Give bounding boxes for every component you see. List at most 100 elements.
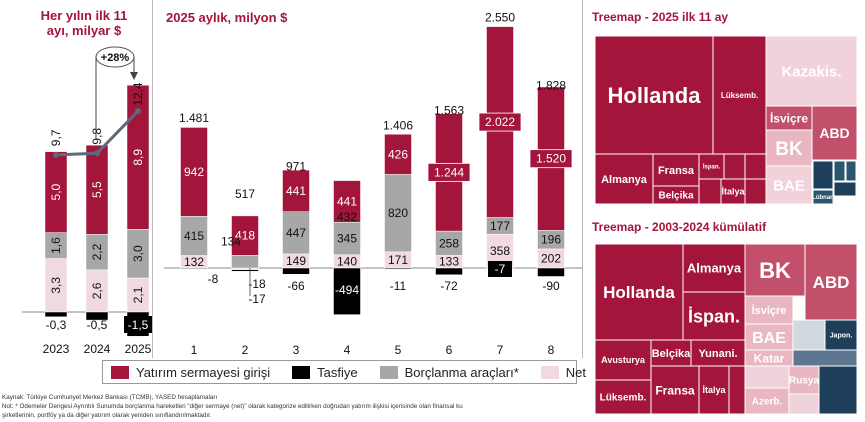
tmcum-label-bae: BAE: [752, 330, 786, 347]
bar-liquidation-2023: [44, 311, 68, 318]
tm2025-label-isvicre: İsviçre: [770, 110, 808, 125]
legend-swatch-fdi: [111, 365, 129, 379]
chart-legend: Yatırım sermayesi girişi Tasfiye Borçlan…: [102, 360, 586, 384]
tmcum-cell-japonya: [824, 319, 857, 351]
bar-liquidation-6: [435, 267, 463, 276]
tick-label-3: 3: [293, 343, 300, 357]
legend-label-net: Net: [565, 364, 586, 380]
tmcum-cell-almanya: [682, 244, 746, 293]
label-debt-2023: 1,6: [49, 237, 63, 254]
tmcum-cell-bae: [744, 323, 794, 351]
tmcum-cell-italya: [698, 365, 730, 414]
tm2025-label-ispanya: İspan.: [703, 164, 721, 171]
label-liquidation-6: -72: [440, 279, 458, 293]
tick-label-1: 1: [191, 343, 198, 357]
tick-label-4: 4: [344, 343, 351, 357]
footnote-source: Kaynak: Türkiye Cumhuriyet Merkez Bankas…: [2, 394, 218, 401]
label-liquidation-2: -17: [248, 292, 266, 306]
tm2025-cell-cell-d: [744, 178, 767, 205]
treemap-cumulative: Hollanda Almanya BK ABD İspan. İsviçre BAE Japo…: [595, 244, 857, 414]
tmcum-cell-fransa: [650, 365, 700, 414]
label-total-1: 1.481: [179, 111, 209, 125]
annual-chart-title: Her yılın ilk 11 ayı, milyar $: [20, 8, 148, 38]
treemap-2025-title: Treemap - 2025 ilk 11 ay: [592, 10, 729, 24]
tm2025-cell-bae: [765, 165, 813, 205]
label-net-8: 202: [541, 251, 561, 265]
label-debt-5: 820: [388, 206, 408, 220]
tick-label-5: 5: [395, 343, 402, 357]
label-debt-4: 345: [337, 232, 357, 246]
tm2025-label-hollanda: Hollanda: [608, 83, 702, 108]
bar-liquidation-4: [333, 267, 361, 315]
tmcum-label-japonya: Japon.: [830, 333, 853, 340]
bar-fdi-2024: [85, 144, 109, 235]
tmcum-label-belcika: Belçika: [652, 348, 691, 360]
bar-fdi-3: [282, 169, 310, 212]
tm2025-label-fransa: Fransa: [658, 165, 695, 177]
tmcum-label-abd: ABD: [813, 273, 850, 292]
label-fdi-2: 418: [235, 229, 255, 243]
bar-fdi-4: [333, 180, 361, 223]
legend-swatch-net: [540, 365, 559, 379]
tmcum-cell-abd: [804, 244, 857, 321]
tmcum-cell-rusya: [788, 365, 820, 395]
bar-liquidation-2024: [85, 311, 109, 321]
tmcum-label-ispanya: İspan.: [688, 306, 740, 326]
trend-point-2025: [135, 108, 141, 115]
label-net-2: -18: [248, 277, 266, 291]
bar-fdi-2025: [126, 84, 150, 230]
tm2025-label-italya: İtalya: [721, 187, 745, 197]
bar-debt-5: [384, 174, 412, 253]
tmcum-cell-tiny-3: [818, 365, 857, 414]
label-liquidation-2023: -0,3: [46, 318, 67, 332]
label-liquidation-box-2025: [124, 316, 152, 333]
label-debt-2024: 2,2: [90, 243, 104, 260]
legend-item-net: Net: [533, 365, 586, 380]
bar-fdi-1: [180, 127, 208, 217]
tmcum-label-avusturya: Avusturya: [601, 355, 646, 365]
label-liquidation-3: -66: [287, 279, 305, 293]
label-net-2024: 2,6: [90, 282, 104, 299]
label-net-3: 149: [286, 254, 306, 268]
tmcum-cell-bk: [744, 244, 806, 297]
growth-label: +28%: [101, 52, 130, 64]
tm2025-cell-fransa: [652, 153, 700, 187]
label-fdi-5: 426: [388, 147, 408, 161]
legend-swatch-debt: [379, 365, 398, 379]
tm2025-label-luksemburg: Lüksemb.: [721, 91, 758, 100]
bar-debt-6: [435, 230, 463, 256]
label-fdi-box-6: [427, 162, 471, 182]
label-liquidation-2024: -0,5: [87, 318, 108, 332]
monthly-chart-title: 2025 aylık, milyon $: [166, 10, 288, 25]
treemap-2025: Hollanda Lüksemb. Kazakis. İsviçre ABD BK BAE L…: [595, 36, 857, 205]
bar-debt-2: [231, 255, 259, 269]
trend-point-2024: [94, 150, 100, 157]
label-liquidation-8: -90: [542, 279, 560, 293]
tick-label-2: 2: [242, 343, 249, 357]
label-net-6: 133: [439, 255, 459, 269]
label-total-8: 1.828: [536, 78, 566, 92]
label-net-2025: 2,1: [131, 286, 145, 303]
tm2025-cell-n1: [812, 160, 834, 190]
label-net-4: 140: [337, 254, 357, 268]
tm2025-cell-lubnan: [812, 189, 834, 205]
tmcum-cell-avusturya: [595, 339, 652, 381]
label-liquidation-box-7: [488, 261, 512, 277]
label-debt-1: 415: [184, 229, 204, 243]
tm2025-cell-cell-b: [723, 153, 746, 180]
tm2025-cell-isvicre: [765, 105, 813, 131]
label-debt-2: 134: [221, 234, 241, 248]
label-total-2023: 9,7: [49, 129, 63, 146]
tmcum-cell-yunanistan: [690, 339, 746, 367]
tm2025-label-belcika: Belçika: [658, 191, 693, 202]
tmcum-cell-cell-e: [728, 365, 746, 414]
label-total-6: 1.563: [434, 103, 464, 117]
tm2025-label-almanya: Almanya: [601, 174, 648, 186]
bar-fdi-5: [384, 133, 412, 175]
tmcum-cell-ispanya: [682, 291, 746, 341]
label-fdi-2025: 8,9: [131, 149, 145, 166]
tm2025-cell-cell-a: [698, 178, 722, 205]
tmcum-label-bk: BK: [759, 258, 791, 283]
bar-debt-1: [180, 216, 208, 256]
